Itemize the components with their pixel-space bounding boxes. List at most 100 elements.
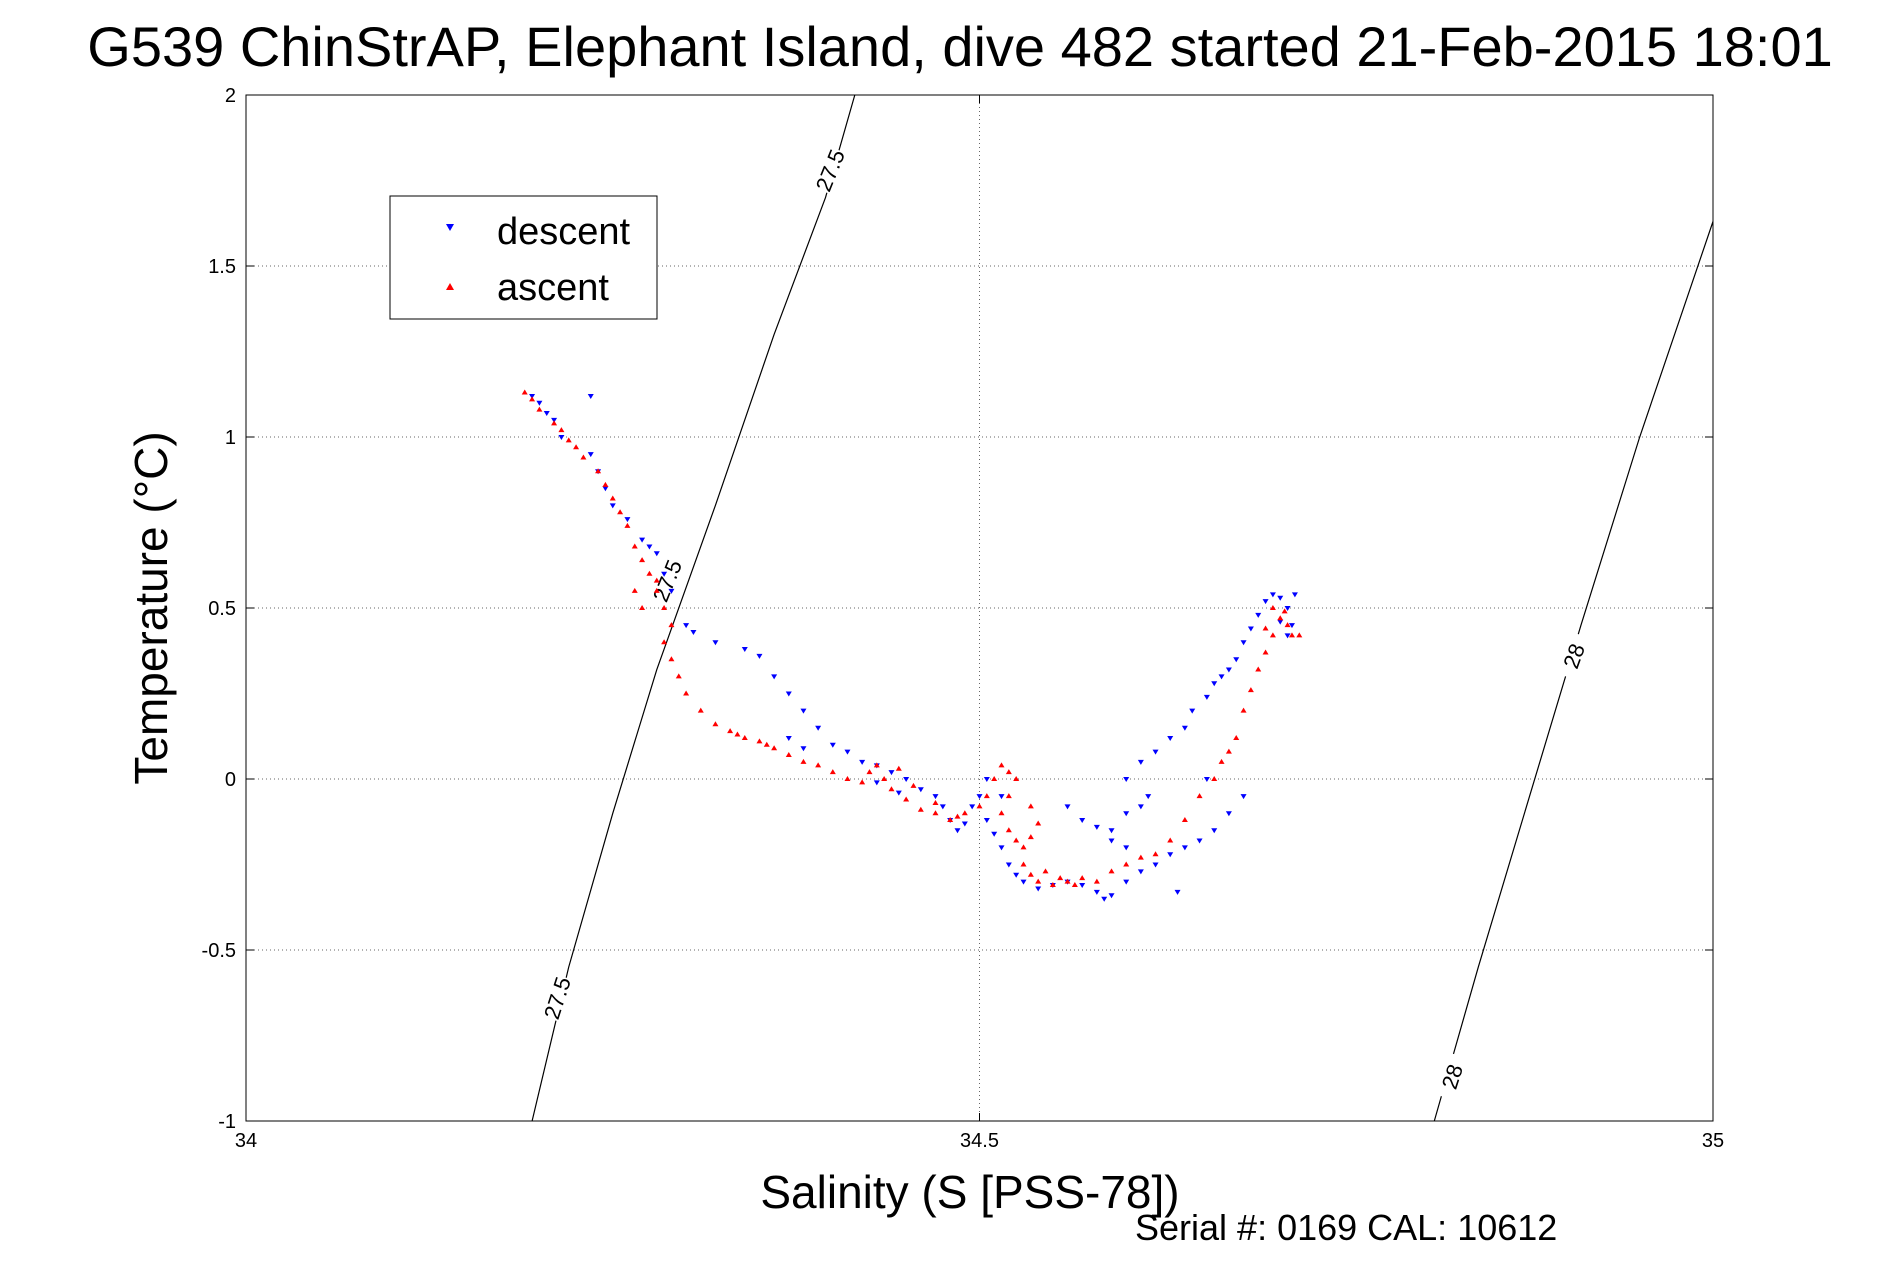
descent-point [859,759,866,765]
ascent-point [1262,649,1269,655]
ascent-point [734,731,741,737]
y-tick-label: 0 [225,769,236,791]
ascent-point [536,406,543,412]
y-tick-label: -0.5 [202,940,236,962]
ascent-point [917,806,924,812]
descent-point [683,623,690,629]
ascent-point [1262,625,1269,631]
descent-point [1269,592,1276,598]
x-axis-label: Salinity (S [PSS-78]) [760,1166,1179,1218]
descent-point [1211,828,1218,834]
ascent-point [1123,861,1130,867]
ascent-point [668,656,675,662]
descent-point [800,746,807,752]
ascent-point [1071,882,1078,888]
descent-point [1211,681,1218,687]
descent-point [653,551,660,557]
ascent-point [976,803,983,809]
legend-box [389,195,658,320]
ascent-point [1027,803,1034,809]
descent-point [1020,879,1027,885]
ascent-point [1211,776,1218,781]
descent-point [1174,889,1181,895]
descent-point [624,517,631,523]
descent-point [932,794,939,800]
ascent-point [983,793,990,799]
descent-point [639,537,646,543]
descent-point [1093,824,1100,830]
ascent-point [1196,793,1203,799]
descent-point [1123,777,1130,782]
descent-point [1247,626,1254,632]
ascent-point [932,799,939,805]
axis-ticks: 34 34.5 35 2 1.5 1 0.5 0 -0.5 -1 [202,85,1725,1152]
ascent-point [1005,769,1012,775]
ascent-point [631,587,638,593]
ascent-point [1108,868,1115,874]
descent-point [917,787,924,793]
ascent-point [1167,837,1174,843]
ascent-point [697,707,704,713]
ascent-point [1035,878,1042,884]
ascent-point [558,427,565,433]
descent-point [712,640,719,646]
descent-point [815,725,822,731]
descent-point [668,588,675,594]
ascent-point [771,745,778,751]
ascent-point [1020,861,1027,867]
ascent-point [631,543,638,549]
descent-point [976,794,983,800]
ascent-point [617,509,624,515]
descent-point [756,653,763,659]
ascent-point [873,762,880,768]
descent-point [1101,896,1108,902]
ascent-point [1013,776,1020,781]
descent-point [1181,725,1188,731]
descent-point [536,400,543,406]
ascent-point [1277,615,1284,621]
contour-label-28-upper-bg [1552,630,1595,682]
descent-point [690,629,697,635]
ascent-point [903,796,910,802]
ascent-point [1296,632,1303,638]
descent-point [800,708,807,714]
descent-point [1284,606,1291,611]
ascent-point [1218,758,1225,764]
legend: descent ascent [389,195,658,320]
descent-point [1108,893,1115,899]
ascent-point [1284,622,1291,628]
descent-point [558,435,565,440]
ascent-point [859,779,866,785]
descent-point [888,770,895,776]
ascent-point [954,813,961,819]
descent-point [1196,838,1203,844]
descent-point [587,393,594,399]
ascent-point [947,817,954,823]
descent-point [1137,759,1144,765]
descent-point [969,804,976,810]
descent-point [1291,592,1298,598]
descent-point [1288,623,1295,629]
ascent-point [961,810,968,816]
descent-point [1284,633,1291,639]
ascent-point [1240,707,1247,713]
ascent-point [1247,687,1254,693]
ascent-point [1093,878,1100,884]
ascent-point [1057,875,1064,881]
ascent-point [881,776,888,781]
descent-point [661,571,668,577]
descent-point [646,544,653,550]
descent-point [587,452,594,458]
descent-point [1145,794,1152,800]
ascent-point [1027,834,1034,840]
descent-point [998,845,1005,851]
descent-point [1108,838,1115,844]
y-tick-label: -1 [218,1111,236,1133]
descent-point [1123,845,1130,851]
descent-point [741,647,748,653]
ascent-point [639,557,646,563]
descent-point [785,735,792,741]
ascent-point [1042,868,1049,874]
descent-point [1079,883,1086,889]
